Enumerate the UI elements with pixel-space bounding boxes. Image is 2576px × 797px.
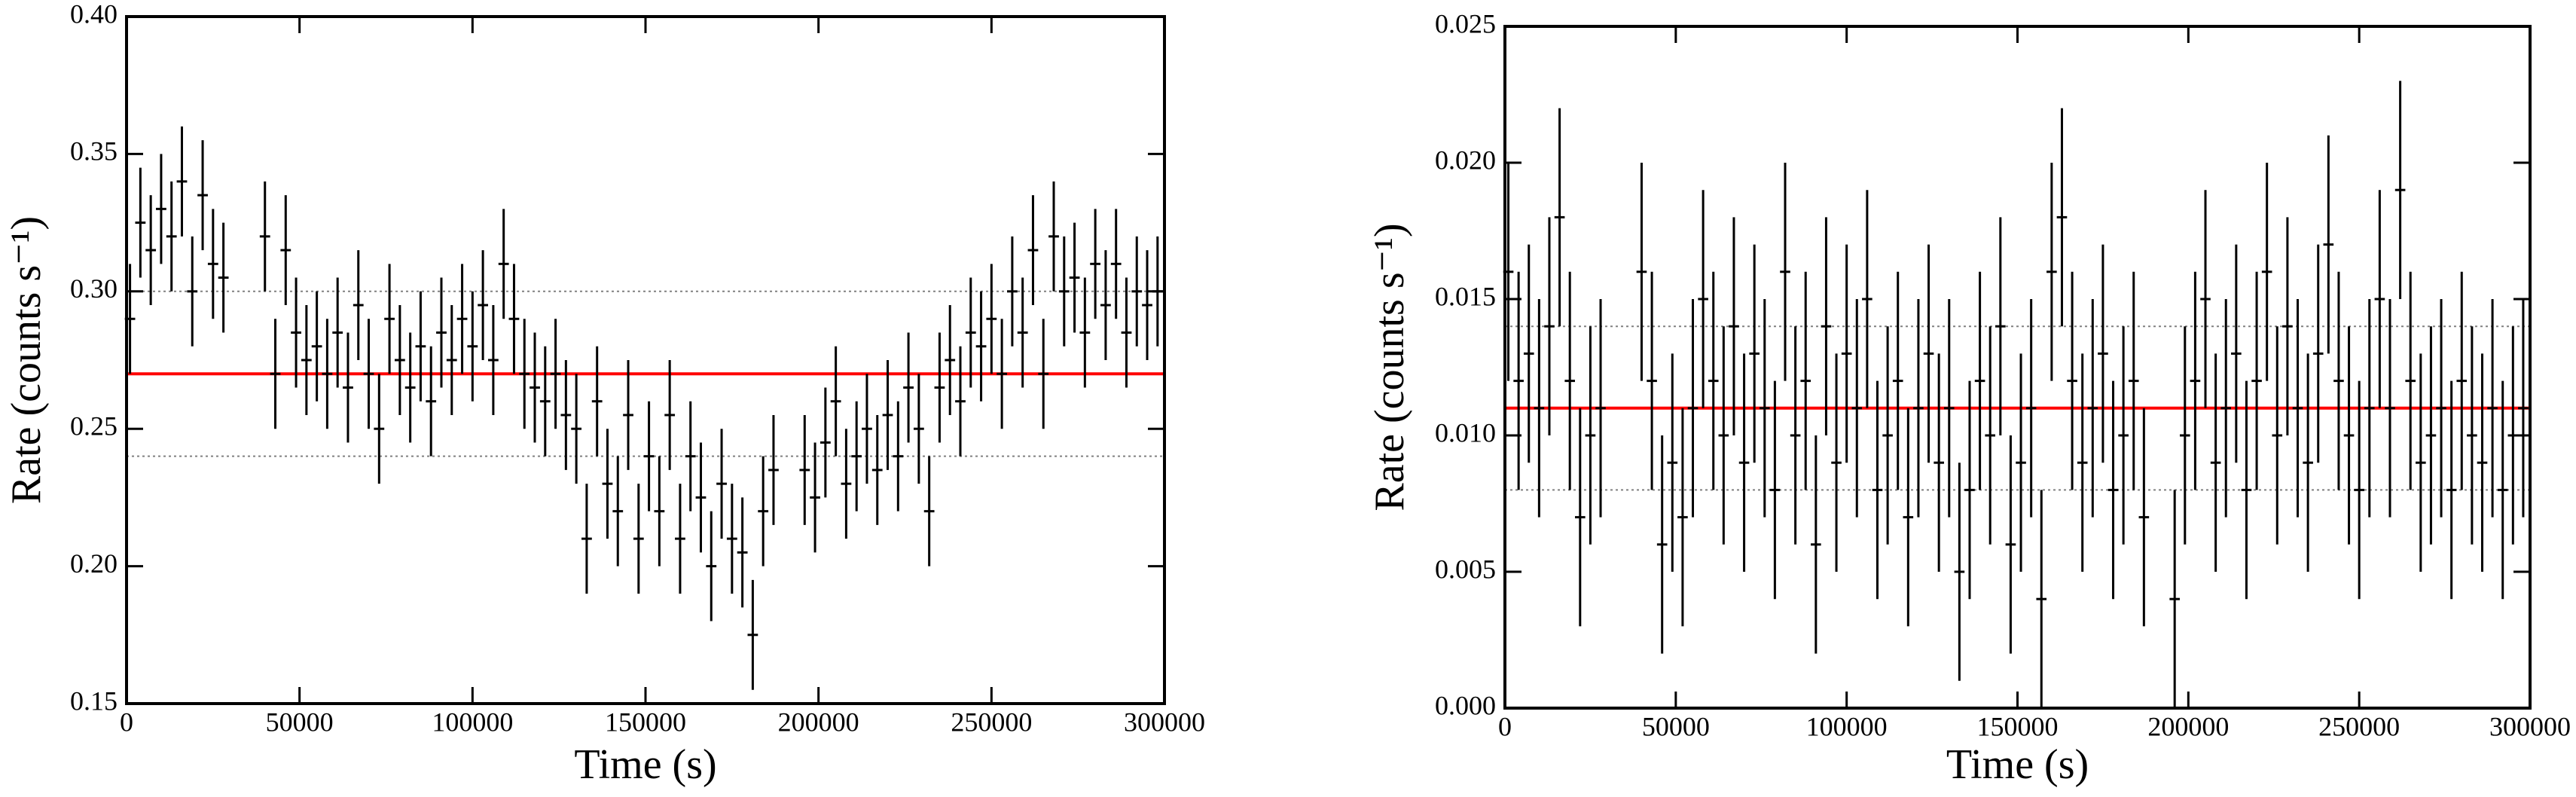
x-tick-label: 150000 xyxy=(605,707,686,737)
plot-frame xyxy=(125,15,1166,705)
y-tick-label: 0.25 xyxy=(70,411,118,441)
y-tick-label: 0.025 xyxy=(1435,8,1496,38)
y-tick-label: 0.35 xyxy=(70,136,118,166)
y-axis-title: Rate (counts s⁻¹) xyxy=(1366,223,1413,511)
y-tick-label: 0.20 xyxy=(70,548,118,579)
y-tick-label: 0.000 xyxy=(1435,690,1496,720)
plot-frame xyxy=(1503,25,2532,710)
x-tick-label: 300000 xyxy=(2489,711,2571,741)
y-tick-label: 0.020 xyxy=(1435,145,1496,175)
x-tick-label: 0 xyxy=(1498,711,1512,741)
x-tick-label: 100000 xyxy=(432,707,513,737)
x-tick-label: 250000 xyxy=(951,707,1032,737)
x-axis-title: Time (s) xyxy=(574,741,716,788)
x-tick-label: 250000 xyxy=(2318,711,2400,741)
y-tick-label: 0.30 xyxy=(70,273,118,304)
x-tick-label: 300000 xyxy=(1124,707,1205,737)
x-tick-label: 100000 xyxy=(1806,711,1888,741)
x-tick-label: 150000 xyxy=(1977,711,2059,741)
y-tick-label: 0.15 xyxy=(70,686,118,716)
x-tick-label: 200000 xyxy=(2147,711,2229,741)
x-tick-label: 50000 xyxy=(266,707,334,737)
x-tick-label: 200000 xyxy=(778,707,859,737)
y-tick-label: 0.010 xyxy=(1435,417,1496,447)
y-tick-label: 0.015 xyxy=(1435,281,1496,311)
x-tick-label: 0 xyxy=(120,707,133,737)
x-axis-title: Time (s) xyxy=(1946,741,2089,788)
y-tick-label: 0.40 xyxy=(70,0,118,29)
y-tick-label: 0.005 xyxy=(1435,554,1496,584)
x-tick-label: 50000 xyxy=(1642,711,1710,741)
y-axis-title: Rate (counts s⁻¹) xyxy=(3,216,50,504)
